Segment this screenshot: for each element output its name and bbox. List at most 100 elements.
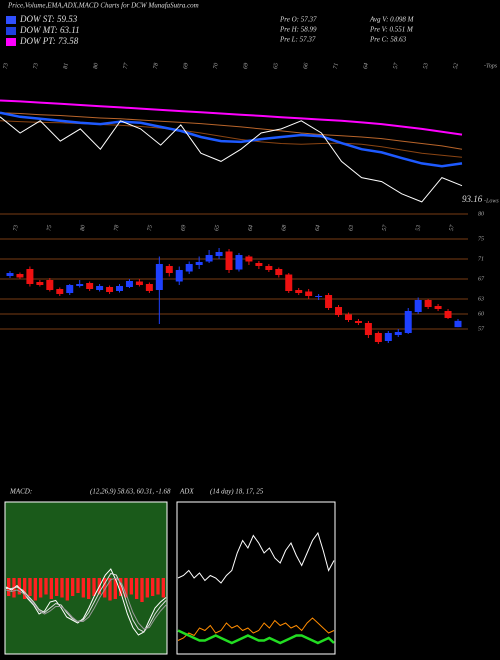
candle-body (454, 320, 462, 328)
panel-subtitle: (12,26,9) 58.63, 60.31, -1.68 (90, 488, 171, 496)
candle-body (185, 264, 193, 272)
series-line (0, 111, 463, 168)
histogram-bar (119, 578, 123, 596)
candle-body (354, 321, 362, 323)
candle-body (315, 296, 323, 297)
candle-body (205, 255, 213, 262)
histogram-bar (135, 578, 139, 599)
panel-bg (4, 501, 168, 655)
panel-subtitle: (14 day) 18, 17, 25 (210, 488, 264, 496)
candle-body (444, 311, 452, 318)
candle-body (245, 256, 253, 262)
date-label: 53 (423, 63, 430, 70)
stat-label: Pre H: 58.99 (279, 26, 317, 34)
date-label: 64 (247, 224, 255, 231)
candle-body (96, 286, 104, 290)
legend-label: DOW ST: 59.53 (19, 14, 78, 24)
date-label: 69 (181, 225, 188, 232)
candle-body (86, 283, 94, 289)
stat-label: Pre C: 58.63 (369, 36, 407, 44)
date-label: 78 (114, 225, 121, 232)
candle-body (125, 281, 133, 287)
candle-body (364, 323, 372, 335)
histogram-bar (156, 578, 160, 595)
candle-body (404, 311, 412, 333)
histogram-bar (33, 578, 37, 601)
page-title: Price,Volume,EMA,ADX,MACD Charts for DCW… (7, 2, 199, 10)
stat-label: Avg V: 0.098 M (369, 16, 415, 24)
candle-body (265, 266, 273, 270)
series-line (6, 572, 167, 633)
histogram-bar (7, 578, 11, 596)
histogram-bar (44, 578, 48, 595)
candle-body (135, 281, 143, 285)
series-line (0, 112, 463, 150)
candle-body (394, 332, 402, 335)
histogram-bar (55, 578, 59, 596)
histogram-bar (103, 578, 107, 598)
histogram-bar (60, 578, 64, 598)
date-label: 78 (153, 63, 160, 70)
candle-body (175, 270, 183, 282)
stat-label: Pre O: 57.37 (279, 16, 317, 24)
date-label: 68 (281, 225, 288, 232)
histogram-bar (17, 578, 21, 595)
series-line (0, 116, 463, 203)
date-label: 73 (3, 63, 10, 70)
date-label: 57 (382, 224, 389, 232)
series-line (5, 577, 167, 630)
candle-body (155, 264, 163, 290)
candle-body (384, 333, 392, 341)
candle-body (285, 274, 293, 291)
date-label: 70 (213, 63, 220, 70)
candle-body (116, 286, 124, 291)
candle-body (295, 290, 303, 293)
legend-swatch (6, 38, 16, 46)
y-tick-label: 63 (478, 296, 484, 302)
candle-body (6, 273, 14, 276)
y-tick-label: 57 (478, 326, 485, 332)
date-label: 65 (214, 225, 221, 232)
candle-body (76, 284, 84, 286)
candle-body (106, 287, 114, 292)
histogram-bar (71, 578, 75, 596)
candle-body (434, 306, 442, 309)
candle-body (325, 295, 333, 308)
y-tick-label: 67 (478, 276, 485, 282)
histogram-bar (124, 578, 128, 598)
candle-body (66, 285, 74, 293)
candle-body (335, 307, 343, 315)
y-tick-label: 80 (478, 211, 484, 217)
date-label: 75 (46, 225, 53, 232)
y-tick-label: 60 (478, 311, 484, 317)
date-label: 73 (33, 63, 40, 70)
histogram-bar (76, 578, 80, 593)
histogram-bar (23, 578, 27, 599)
date-label: 80 (80, 225, 87, 232)
stat-label: Pre V: 0.551 M (369, 26, 414, 34)
histogram-bar (92, 578, 96, 596)
series-line (0, 99, 463, 136)
histogram-bar (65, 578, 69, 601)
date-label: 80 (93, 63, 100, 70)
date-label: 69 (243, 63, 250, 70)
histogram-bar (151, 578, 155, 596)
legend-label: DOW MT: 63.11 (19, 25, 80, 35)
candle-body (374, 333, 382, 342)
tops-label: -Tops (484, 63, 498, 69)
candle-body (195, 262, 203, 265)
candle-body (36, 282, 44, 285)
panel-title: ADX (179, 488, 194, 496)
date-label: 69 (183, 63, 190, 70)
candle-body (344, 314, 352, 320)
candle-body (56, 289, 64, 294)
histogram-bar (108, 578, 112, 601)
candle-body (16, 274, 24, 278)
date-label: 75 (147, 225, 154, 232)
histogram-bar (87, 578, 91, 599)
histogram-bar (161, 578, 165, 598)
date-label: 64 (362, 62, 370, 69)
series-line (177, 629, 335, 645)
date-label: 53 (415, 225, 422, 232)
